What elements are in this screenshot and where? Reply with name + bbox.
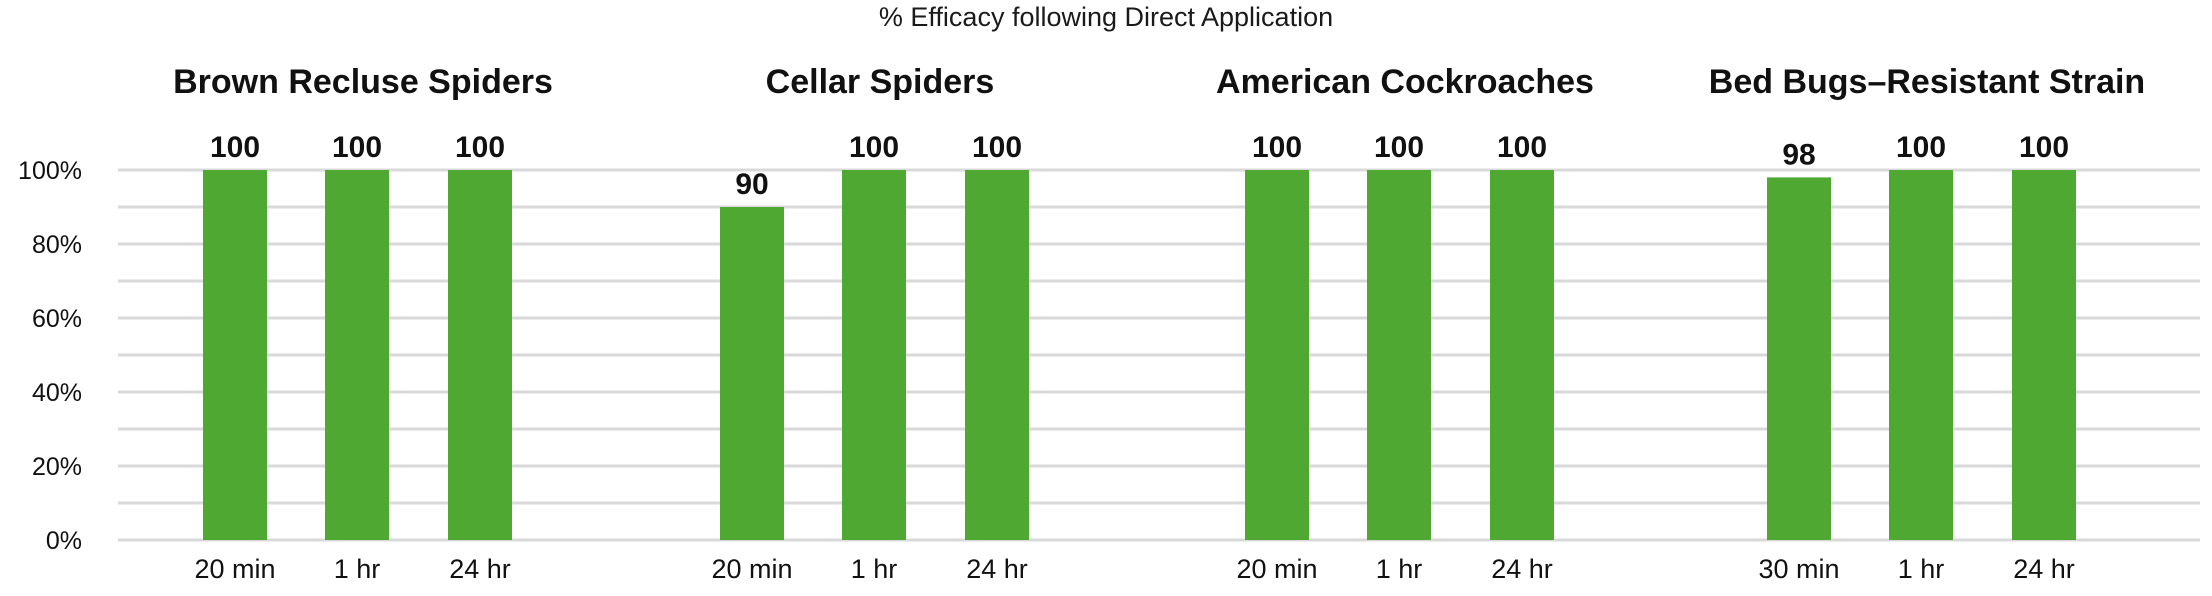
category-label: 20 min bbox=[1236, 554, 1317, 584]
bar bbox=[203, 170, 267, 540]
y-tick-label: 20% bbox=[32, 453, 82, 481]
bar bbox=[2012, 170, 2076, 540]
data-label: 100 bbox=[1252, 131, 1302, 164]
data-label: 100 bbox=[849, 131, 899, 164]
data-label: 100 bbox=[1497, 131, 1547, 164]
data-label: 90 bbox=[735, 168, 768, 201]
data-label: 98 bbox=[1782, 138, 1815, 171]
bar bbox=[1245, 170, 1309, 540]
y-tick-label: 80% bbox=[32, 231, 82, 259]
bar bbox=[842, 170, 906, 540]
data-label: 100 bbox=[210, 131, 260, 164]
group-title: Bed Bugs–Resistant Strain bbox=[1709, 63, 2145, 101]
bar-group: Brown Recluse Spiders 100 20 min 100 1 hr 100… bbox=[173, 63, 553, 584]
y-tick-label: 100% bbox=[18, 157, 82, 185]
bar bbox=[1367, 170, 1431, 540]
data-label: 100 bbox=[1374, 131, 1424, 164]
category-label: 24 hr bbox=[449, 554, 511, 584]
y-tick-label: 0% bbox=[46, 527, 82, 555]
group-title: Brown Recluse Spiders bbox=[173, 63, 553, 101]
bar-group: American Cockroaches 100 20 min 100 1 hr 100 2… bbox=[1216, 63, 1594, 584]
bar-group: Cellar Spiders 90 20 min 100 1 hr 100 24 hr bbox=[711, 63, 1029, 584]
category-label: 1 hr bbox=[334, 554, 381, 584]
category-label: 24 hr bbox=[966, 554, 1028, 584]
data-label: 100 bbox=[332, 131, 382, 164]
data-label: 100 bbox=[1896, 131, 1946, 164]
category-label: 20 min bbox=[711, 554, 792, 584]
data-label: 100 bbox=[972, 131, 1022, 164]
data-label: 100 bbox=[455, 131, 505, 164]
bar bbox=[1490, 170, 1554, 540]
data-label: 100 bbox=[2019, 131, 2069, 164]
y-tick-label: 60% bbox=[32, 305, 82, 333]
bar bbox=[965, 170, 1029, 540]
category-label: 1 hr bbox=[851, 554, 898, 584]
category-label: 1 hr bbox=[1376, 554, 1423, 584]
category-label: 1 hr bbox=[1898, 554, 1945, 584]
y-tick-label: 40% bbox=[32, 379, 82, 407]
bar bbox=[1889, 170, 1953, 540]
category-label: 30 min bbox=[1758, 554, 1839, 584]
bar bbox=[325, 170, 389, 540]
bar bbox=[720, 207, 784, 540]
group-title: American Cockroaches bbox=[1216, 63, 1594, 101]
category-label: 24 hr bbox=[2013, 554, 2075, 584]
bar bbox=[448, 170, 512, 540]
chart-title: % Efficacy following Direct Application bbox=[879, 2, 1333, 32]
gridlines bbox=[118, 168, 2200, 542]
bar-groups: Brown Recluse Spiders 100 20 min 100 1 hr 100… bbox=[173, 63, 2145, 584]
category-label: 20 min bbox=[194, 554, 275, 584]
category-label: 24 hr bbox=[1491, 554, 1553, 584]
y-axis-ticks: 0% 20% 40% 60% 80% 100% bbox=[18, 157, 82, 555]
group-title: Cellar Spiders bbox=[766, 63, 995, 101]
bar bbox=[1767, 177, 1831, 540]
bar-group: Bed Bugs–Resistant Strain 98 30 min 100 1 hr… bbox=[1709, 63, 2145, 584]
